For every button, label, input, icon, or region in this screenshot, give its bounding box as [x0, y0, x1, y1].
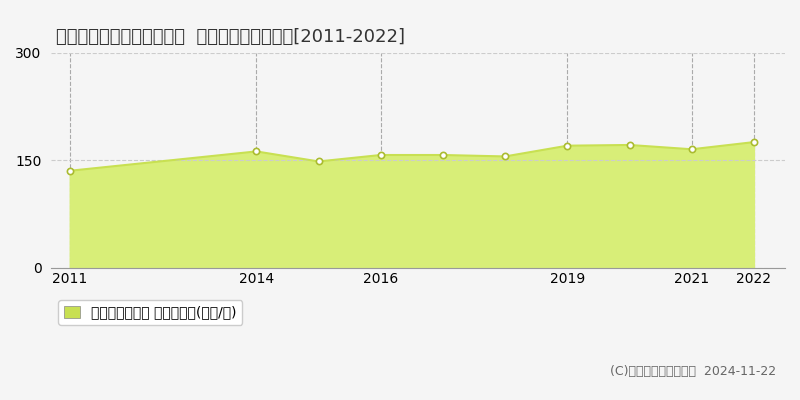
- Text: 京都市右京区太秦下刑部町  マンション価格推移[2011-2022]: 京都市右京区太秦下刑部町 マンション価格推移[2011-2022]: [56, 28, 405, 46]
- Legend: マンション価格 平均坪単価(万円/坪): マンション価格 平均坪単価(万円/坪): [58, 300, 242, 325]
- Text: (C)土地価格ドットコム  2024-11-22: (C)土地価格ドットコム 2024-11-22: [610, 365, 776, 378]
